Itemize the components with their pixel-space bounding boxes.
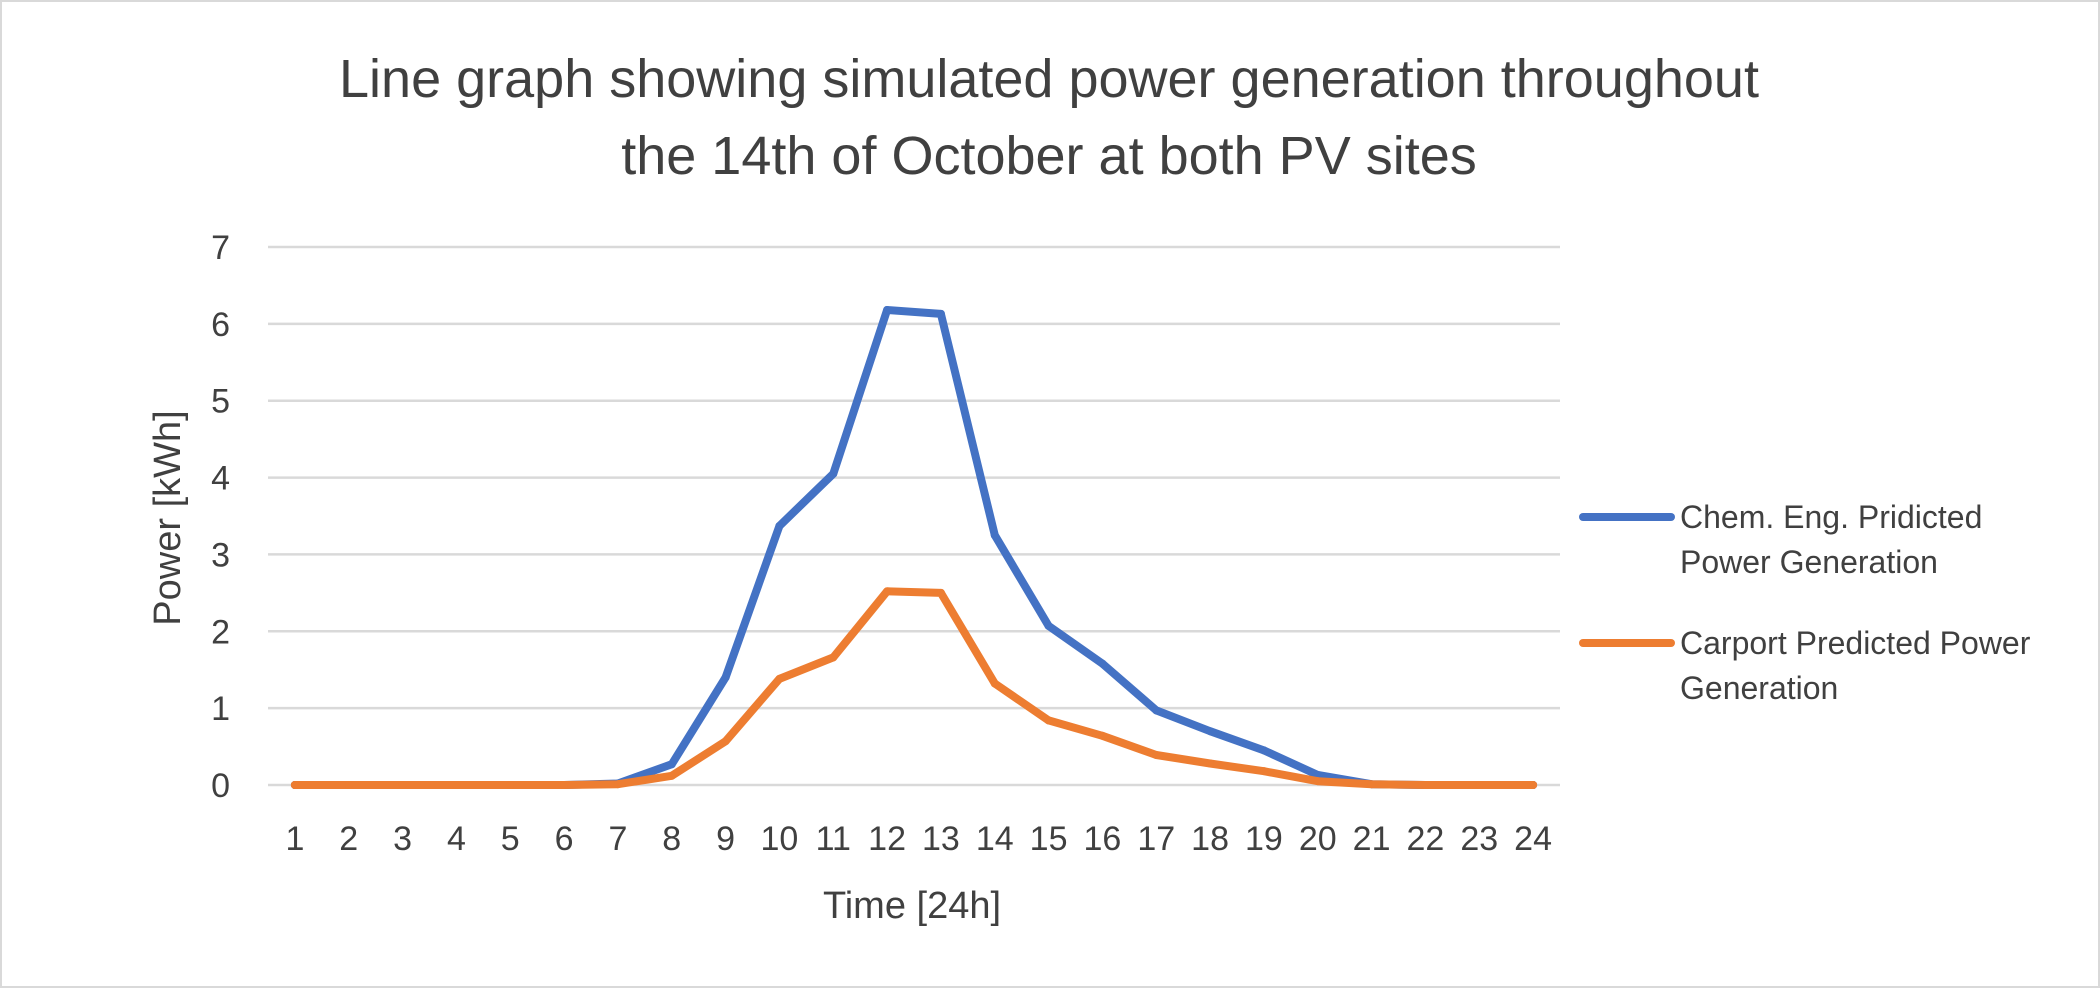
gridlines [268,245,1560,787]
series-2-point-11 [829,653,838,662]
legend: Chem. Eng. Pridicted Power Generation Carp… [1579,499,2031,706]
x-tick-label-5: 5 [501,820,520,858]
series-2-point-24 [1529,781,1538,789]
series-1-point-13 [936,309,945,318]
x-tick-label-12: 12 [868,820,906,858]
x-tick-label-14: 14 [976,820,1014,858]
x-axis-tick-labels: 1 2 3 4 5 6 7 8 9 10 11 12 13 14 15 16 17 18 19 20 21 22 23 24 [285,820,1552,858]
series-1-point-8 [667,760,676,769]
chart-title-line-1: Line graph showing simulated power gener… [339,49,1759,109]
x-tick-label-2: 2 [339,820,358,858]
series-line-1 [290,306,1538,789]
y-tick-label-5: 5 [211,383,230,421]
x-tick-label-13: 13 [922,820,960,858]
x-tick-label-16: 16 [1084,820,1122,858]
legend-label-1-line-1: Chem. Eng. Pridicted [1680,499,1982,535]
x-tick-label-21: 21 [1353,820,1391,858]
x-tick-label-1: 1 [285,820,304,858]
series-1-point-12 [883,306,892,315]
legend-item-2: Carport Predicted Power Generation [1579,625,2031,706]
series-2-point-12 [883,587,892,596]
series-2-point-16 [1098,731,1107,740]
y-tick-label-3: 3 [211,536,230,574]
x-tick-label-11: 11 [816,820,851,858]
y-tick-label-7: 7 [211,229,230,267]
series-1-point-19 [1259,746,1268,755]
series-2-point-13 [936,588,945,597]
series-1-point-16 [1098,659,1107,668]
series-2-point-8 [667,771,676,780]
x-tick-label-18: 18 [1191,820,1229,858]
series-2-point-9 [721,737,730,746]
series-lines [290,306,1538,789]
series-2-point-23 [1475,781,1484,789]
x-tick-label-10: 10 [761,820,799,858]
y-tick-label-1: 1 [211,690,230,728]
x-tick-label-24: 24 [1514,820,1552,858]
y-tick-label-2: 2 [211,613,230,651]
y-axis-tick-labels: 0 1 2 3 4 5 6 7 [211,229,230,805]
y-tick-label-6: 6 [211,306,230,344]
legend-label-2-line-2: Generation [1680,670,1838,706]
series-1-point-17 [1152,706,1161,715]
series-2-point-21 [1367,780,1376,789]
series-1-point-15 [1044,621,1053,630]
x-tick-label-4: 4 [447,820,466,858]
x-tick-label-7: 7 [608,820,627,858]
series-1-point-9 [721,673,730,682]
legend-item-1: Chem. Eng. Pridicted Power Generation [1579,499,1982,580]
series-1-point-11 [829,469,838,478]
chart-title-line-2: the 14th of October at both PV sites [621,126,1477,186]
series-2-point-1 [290,781,299,789]
series-2-point-19 [1259,767,1268,776]
x-tick-label-9: 9 [716,820,735,858]
series-2-point-5 [506,781,515,789]
y-tick-label-0: 0 [211,767,230,805]
chart-title: Line graph showing simulated power gener… [339,49,1759,186]
series-2-point-14 [990,679,999,688]
y-axis-title: Power [kWh] [147,410,189,625]
legend-label-1-line-2: Power Generation [1680,544,1938,580]
series-2-point-2 [344,781,353,789]
x-tick-label-6: 6 [555,820,574,858]
series-2-point-22 [1421,781,1430,789]
x-tick-label-15: 15 [1030,820,1068,858]
x-tick-label-22: 22 [1407,820,1445,858]
x-tick-label-20: 20 [1299,820,1337,858]
series-2-point-10 [775,674,784,683]
series-1-point-10 [775,521,784,530]
series-2-point-18 [1206,759,1215,768]
legend-label-2-line-1: Carport Predicted Power [1680,625,2031,661]
series-line-2 [290,587,1538,789]
series-2-point-7 [613,780,622,789]
series-1-point-14 [990,531,999,540]
series-2-point-15 [1044,716,1053,725]
series-2-point-4 [452,781,461,789]
series-2-point-17 [1152,751,1161,760]
series-2-point-6 [560,781,569,789]
series-1-point-18 [1206,727,1215,736]
y-tick-label-4: 4 [211,460,230,498]
series-2-point-20 [1313,777,1322,786]
x-tick-label-17: 17 [1137,820,1175,858]
x-tick-label-19: 19 [1245,820,1283,858]
x-tick-label-8: 8 [662,820,681,858]
x-tick-label-23: 23 [1460,820,1498,858]
series-2-point-3 [398,781,407,789]
x-axis-title: Time [24h] [823,885,1001,927]
x-tick-label-3: 3 [393,820,412,858]
